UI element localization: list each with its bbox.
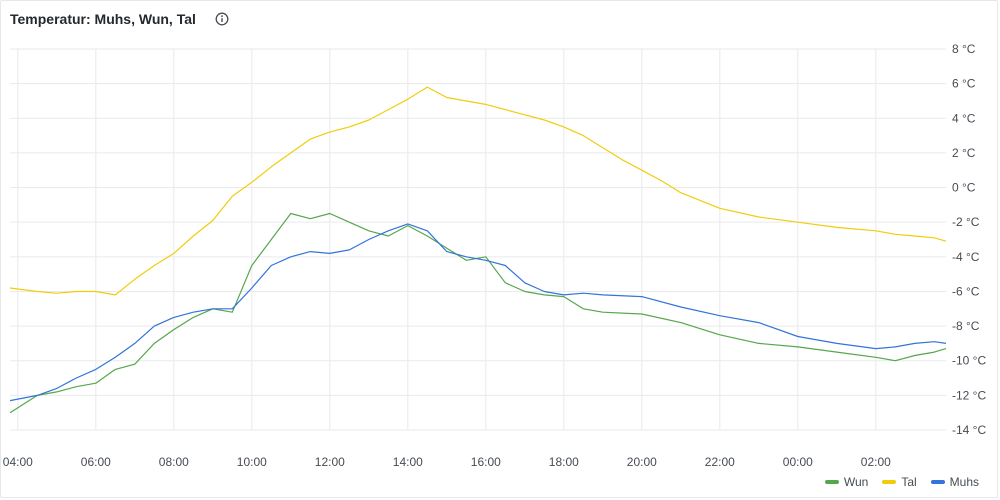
legend-item-wun[interactable]: Wun — [824, 475, 869, 489]
y-tick-label: -12 °C — [952, 388, 986, 402]
x-tick-label: 04:00 — [3, 455, 33, 469]
y-tick-label: -2 °C — [952, 215, 980, 229]
x-tick-label: 22:00 — [705, 455, 735, 469]
y-tick-label: 8 °C — [952, 42, 976, 56]
legend-item-tal[interactable]: Tal — [882, 475, 917, 489]
panel-header: Temperatur: Muhs, Wun, Tal — [10, 8, 230, 30]
x-tick-label: 02:00 — [861, 455, 891, 469]
legend-item-muhs[interactable]: Muhs — [930, 475, 979, 489]
panel-title: Temperatur: Muhs, Wun, Tal — [10, 11, 196, 27]
y-tick-label: 2 °C — [952, 146, 976, 160]
legend-swatch — [882, 480, 897, 484]
legend-swatch — [930, 480, 945, 484]
x-tick-label: 06:00 — [81, 455, 111, 469]
y-tick-label: -6 °C — [952, 284, 980, 298]
x-tick-label: 20:00 — [627, 455, 657, 469]
y-tick-label: 6 °C — [952, 77, 976, 91]
y-tick-label: -10 °C — [952, 354, 986, 368]
legend-label: Muhs — [949, 475, 979, 489]
series-line-muhs — [9, 223, 947, 402]
y-tick-label: -8 °C — [952, 319, 980, 333]
x-tick-label: 08:00 — [159, 455, 189, 469]
y-tick-label: 4 °C — [952, 111, 976, 125]
legend-swatch — [824, 480, 839, 484]
x-tick-label: 10:00 — [237, 455, 267, 469]
legend-label: Wun — [843, 475, 869, 489]
y-tick-label: -14 °C — [952, 423, 986, 437]
x-tick-label: 16:00 — [471, 455, 501, 469]
series-line-wun — [9, 212, 947, 414]
series-line-tal — [9, 86, 947, 296]
y-tick-label: -4 °C — [952, 250, 980, 264]
x-tick-label: 18:00 — [549, 455, 579, 469]
y-tick-label: 0 °C — [952, 181, 976, 195]
x-tick-label: 12:00 — [315, 455, 345, 469]
x-tick-label: 14:00 — [393, 455, 423, 469]
chart-legend: Wun Tal Muhs — [824, 475, 979, 489]
legend-label: Tal — [901, 475, 917, 489]
x-tick-label: 00:00 — [783, 455, 813, 469]
info-icon[interactable] — [214, 11, 230, 27]
